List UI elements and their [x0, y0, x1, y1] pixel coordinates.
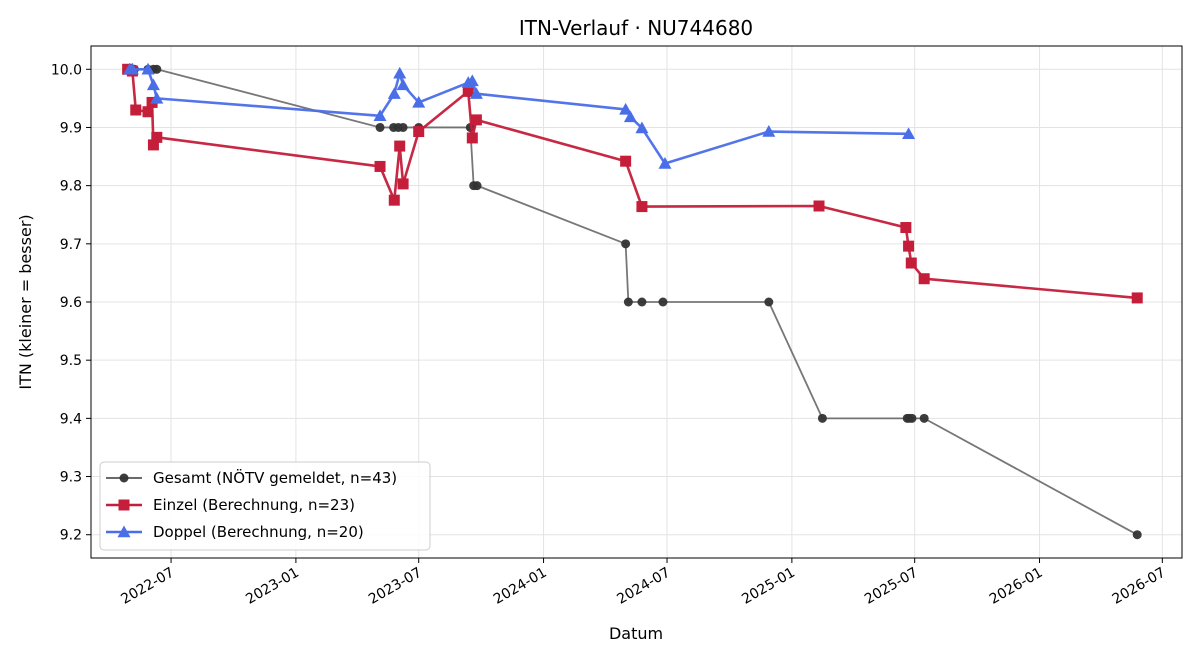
- y-tick-label: 9.4: [60, 411, 82, 427]
- data-point-gesamt: [398, 122, 408, 132]
- series-layer: [122, 62, 1143, 540]
- y-axis-title: ITN (kleiner = besser): [16, 214, 35, 389]
- data-point-doppel: [623, 110, 637, 123]
- data-point-gesamt: [637, 297, 647, 307]
- legend: Gesamt (NÖTV gemeldet, n=43) Einzel (Bere…: [99, 461, 431, 551]
- data-point-einzel: [905, 257, 917, 269]
- data-point-einzel: [413, 126, 425, 138]
- data-point-gesamt: [764, 297, 774, 307]
- legend-marker-einzel: [118, 499, 130, 511]
- data-point-einzel: [394, 140, 406, 152]
- legend-label-doppel: Doppel (Berechnung, n=20): [153, 523, 364, 541]
- legend-marker-doppel: [117, 525, 131, 538]
- data-point-einzel: [470, 114, 482, 126]
- data-point-doppel: [635, 121, 649, 134]
- data-point-einzel: [903, 240, 915, 252]
- data-point-gesamt: [658, 297, 668, 307]
- data-point-doppel: [762, 125, 776, 137]
- data-point-einzel: [151, 131, 163, 143]
- data-point-einzel: [813, 200, 825, 212]
- data-point-gesamt: [472, 181, 482, 191]
- y-tick-label: 9.3: [60, 470, 82, 486]
- data-point-einzel: [918, 273, 930, 285]
- data-point-doppel: [141, 62, 155, 75]
- series-doppel: [123, 62, 916, 169]
- data-point-einzel: [466, 132, 478, 144]
- data-point-doppel: [146, 78, 160, 91]
- data-point-einzel: [620, 155, 632, 167]
- data-point-einzel: [636, 201, 648, 213]
- data-point-doppel: [125, 62, 139, 75]
- data-point-einzel: [147, 139, 159, 151]
- data-point-gesamt: [375, 122, 385, 132]
- y-tick-label: 9.9: [60, 120, 82, 136]
- data-point-einzel: [374, 160, 386, 172]
- y-tick-label: 9.6: [60, 295, 82, 311]
- data-point-einzel: [462, 85, 474, 97]
- data-point-einzel: [900, 222, 912, 234]
- data-point-doppel: [387, 87, 401, 99]
- data-point-gesamt: [623, 297, 633, 307]
- legend-marker-gesamt: [119, 473, 129, 483]
- data-point-gesamt: [152, 64, 162, 74]
- chart-title: ITN-Verlauf · NU744680: [519, 16, 753, 40]
- y-tick-label: 9.7: [60, 237, 82, 253]
- legend-label-einzel: Einzel (Berechnung, n=23): [153, 496, 355, 514]
- legend-box: [99, 461, 431, 551]
- data-point-doppel: [619, 102, 633, 115]
- data-point-doppel: [412, 95, 426, 108]
- data-point-gesamt: [817, 413, 827, 423]
- data-point-einzel: [397, 178, 409, 190]
- data-point-gesamt: [1132, 530, 1142, 540]
- y-tick-label: 9.8: [60, 179, 82, 195]
- legend-label-gesamt: Gesamt (NÖTV gemeldet, n=43): [153, 468, 397, 487]
- data-point-doppel: [469, 87, 483, 99]
- data-point-doppel: [393, 66, 407, 79]
- data-point-einzel: [1131, 292, 1143, 304]
- y-tick-label: 9.2: [60, 528, 82, 544]
- data-point-gesamt: [907, 413, 917, 423]
- data-point-gesamt: [919, 413, 929, 423]
- y-tick-label: 9.5: [60, 353, 82, 369]
- data-point-einzel: [388, 194, 400, 206]
- data-point-doppel: [373, 109, 387, 122]
- data-point-doppel: [150, 91, 164, 104]
- data-point-doppel: [396, 78, 410, 91]
- data-point-einzel: [142, 106, 154, 118]
- x-axis-title: Datum: [609, 624, 663, 643]
- data-point-doppel: [902, 127, 916, 140]
- y-tick-label: 10.0: [51, 62, 82, 78]
- data-point-gesamt: [621, 239, 631, 249]
- data-point-doppel: [465, 74, 479, 87]
- data-point-einzel: [130, 104, 142, 116]
- data-point-doppel: [658, 157, 672, 169]
